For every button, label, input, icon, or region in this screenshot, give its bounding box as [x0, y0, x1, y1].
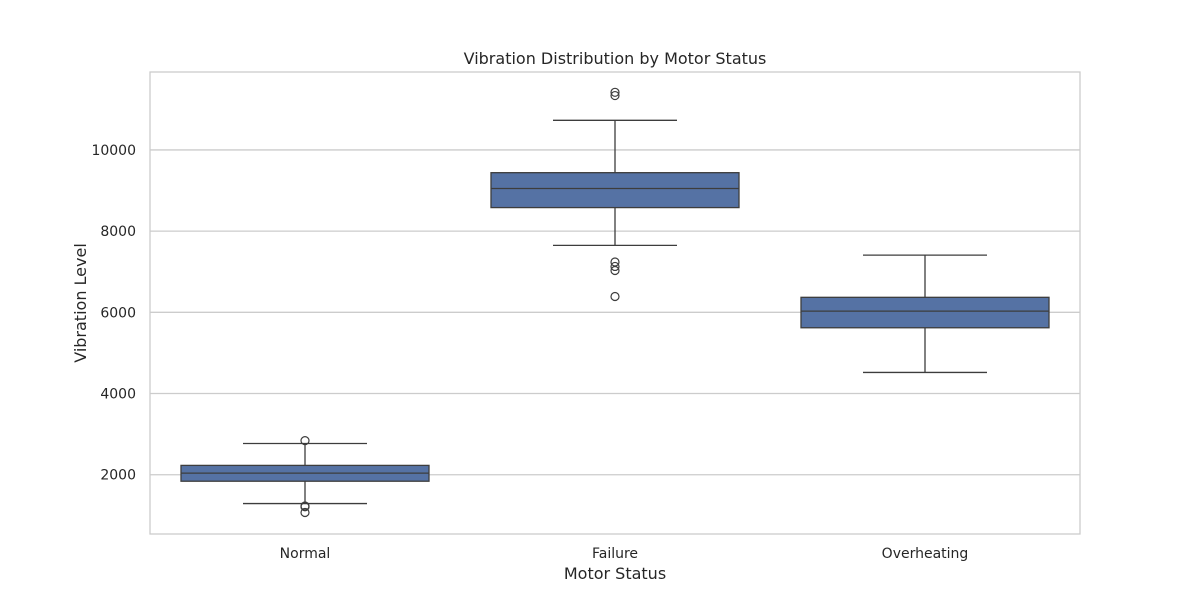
box-group-failure: [490, 87, 740, 302]
box-iqr: [490, 172, 740, 209]
plot-frame: [149, 71, 1081, 535]
y-axis-label: Vibration Level: [71, 243, 90, 363]
y-tick-label: 4000: [100, 387, 136, 403]
x-tick-label: Failure: [592, 546, 638, 562]
chart-title: Vibration Distribution by Motor Status: [464, 49, 767, 68]
outlier-point: [300, 507, 310, 518]
y-tick-label: 8000: [100, 224, 136, 240]
y-tick-label: 10000: [91, 143, 136, 159]
y-tick-labels: 2000 4000 6000 8000 10000: [91, 143, 136, 484]
box-group-normal: [180, 436, 430, 518]
box-group-overheating: [800, 254, 1050, 374]
x-tick-label: Overheating: [882, 546, 969, 562]
x-tick-labels: Normal Failure Overheating: [280, 546, 969, 562]
outlier-point: [610, 90, 620, 101]
outlier-point: [610, 87, 620, 97]
x-tick-label: Normal: [280, 546, 331, 562]
box-layer: [180, 87, 1050, 518]
box-iqr: [800, 296, 1050, 329]
x-axis-label: Motor Status: [564, 564, 666, 583]
outlier-point: [610, 265, 620, 276]
outlier-point: [610, 291, 620, 302]
outlier-point: [300, 502, 310, 512]
outlier-point: [610, 261, 620, 272]
y-tick-label: 6000: [100, 305, 136, 321]
outlier-point: [300, 436, 310, 446]
y-tick-label: 2000: [100, 468, 136, 484]
